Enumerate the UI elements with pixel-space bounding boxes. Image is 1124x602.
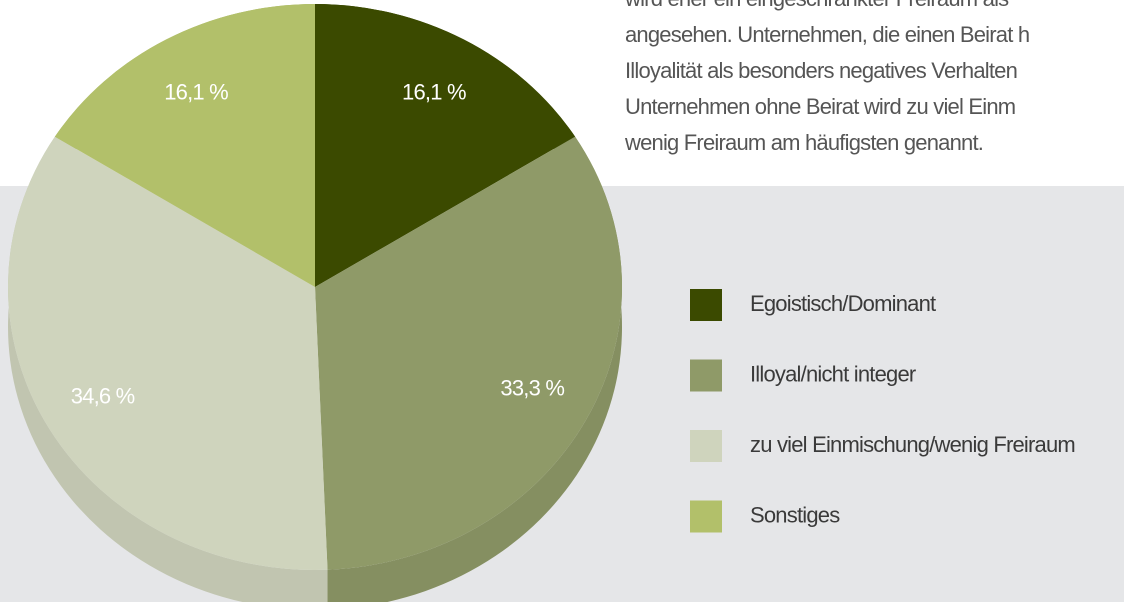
- legend-swatch: [690, 430, 722, 462]
- legend-swatch: [690, 500, 722, 533]
- body-text: wenig Freiraum am häufigsten genannt.: [624, 130, 983, 155]
- legend-label: Egoistisch/Dominant: [750, 291, 936, 316]
- body-text: wird eher ein eingeschränkter Freiraum a…: [624, 0, 1009, 11]
- legend-swatch: [690, 359, 722, 392]
- legend-label: Sonstiges: [750, 502, 840, 527]
- slice-label: 34,6 %: [71, 384, 135, 409]
- body-text: Illoyalität als besonders negatives Verh…: [625, 58, 1017, 83]
- slice-label: 16,1 %: [402, 80, 466, 105]
- pie-slice: [7, 136, 328, 570]
- legend-label: zu viel Einmischung/wenig Freiraum: [750, 432, 1075, 457]
- body-text: angesehen. Unternehmen, die einen Beirat…: [625, 22, 1029, 47]
- pie-slice: [54, 4, 315, 287]
- slice-label: 33,3 %: [500, 376, 564, 401]
- body-text: Unternehmen ohne Beirat wird zu viel Ein…: [625, 94, 1015, 119]
- pie-slice: [315, 4, 576, 287]
- legend-label: Illoyal/nicht integer: [750, 361, 916, 386]
- pie-side: [8, 136, 328, 602]
- slice-label: 16,1 %: [164, 80, 228, 105]
- legend-swatch: [690, 289, 722, 321]
- pie-side: [327, 136, 622, 602]
- pie-slice: [315, 136, 622, 570]
